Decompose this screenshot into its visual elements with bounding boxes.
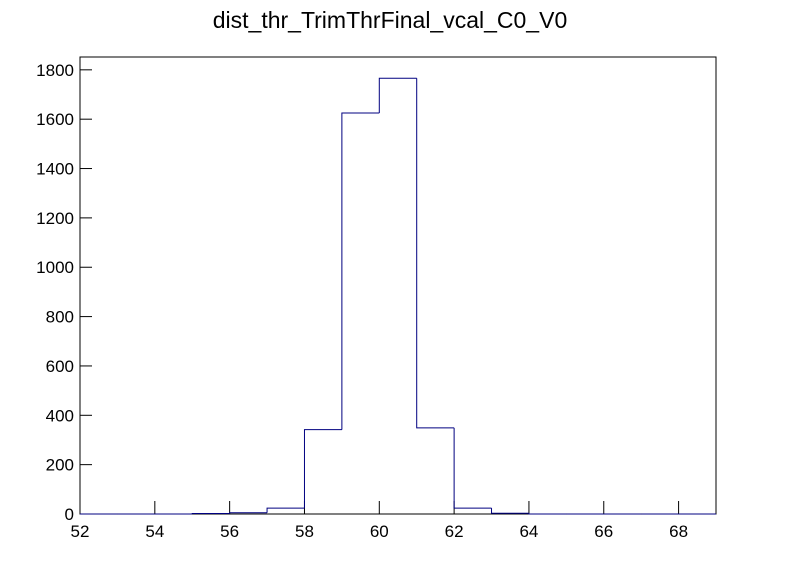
histogram-bin (341, 112, 380, 430)
x-tick-label: 68 (669, 522, 688, 541)
histogram-bin (491, 508, 529, 514)
x-tick-label: 64 (519, 522, 538, 541)
histogram-bin (453, 427, 492, 509)
x-tick-label: 60 (370, 522, 389, 541)
x-tick-label: 66 (594, 522, 613, 541)
y-tick-label: 1400 (36, 160, 74, 179)
y-tick-label: 400 (46, 406, 74, 425)
y-tick-label: 600 (46, 357, 74, 376)
y-tick-label: 1800 (36, 61, 74, 80)
histogram-bin (229, 512, 268, 514)
y-tick-label: 200 (46, 456, 74, 475)
histogram-bin (378, 77, 417, 114)
y-tick-label: 0 (65, 505, 74, 524)
histogram-bin (303, 429, 342, 509)
x-tick-label: 52 (71, 522, 90, 541)
y-tick-label: 1000 (36, 258, 74, 277)
x-tick-label: 62 (445, 522, 464, 541)
histogram-bin (528, 513, 567, 515)
x-tick-label: 58 (295, 522, 314, 541)
y-tick-label: 800 (46, 308, 74, 327)
histogram-bin (416, 78, 455, 429)
y-tick-label: 1200 (36, 209, 74, 228)
plot-frame (79, 56, 717, 515)
x-tick-label: 54 (145, 522, 164, 541)
histogram-bin (266, 507, 305, 513)
y-tick-label: 1600 (36, 110, 74, 129)
x-tick-label: 56 (220, 522, 239, 541)
chart-title: dist_thr_TrimThrFinal_vcal_C0_V0 (213, 7, 568, 33)
